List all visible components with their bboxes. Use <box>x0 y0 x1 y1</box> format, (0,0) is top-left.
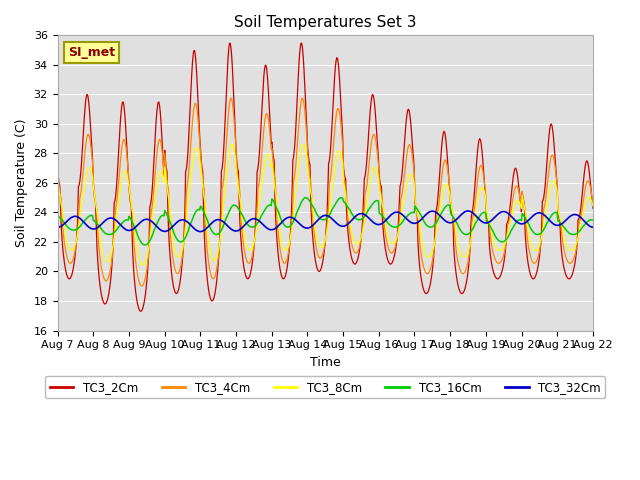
TC3_16Cm <box>202 214 209 219</box>
TC3_8Cm <box>300 141 307 147</box>
TC3_4Cm <box>227 95 235 101</box>
Line: TC3_16Cm: TC3_16Cm <box>58 198 593 245</box>
TC3_16Cm <box>54 213 61 219</box>
Legend: TC3_2Cm, TC3_4Cm, TC3_8Cm, TC3_16Cm, TC3_32Cm: TC3_2Cm, TC3_4Cm, TC3_8Cm, TC3_16Cm, TC3… <box>45 376 605 398</box>
TC3_2Cm <box>137 308 145 314</box>
Text: SI_met: SI_met <box>68 46 115 59</box>
TC3_8Cm <box>54 178 61 184</box>
TC3_2Cm <box>173 290 181 296</box>
TC3_2Cm <box>408 126 415 132</box>
TC3_4Cm <box>118 142 126 147</box>
TC3_16Cm <box>118 220 126 226</box>
Line: TC3_32Cm: TC3_32Cm <box>58 211 593 231</box>
TC3_32Cm <box>391 210 399 216</box>
TC3_4Cm <box>392 243 399 249</box>
TC3_4Cm <box>408 146 415 152</box>
TC3_32Cm <box>63 218 71 224</box>
TC3_32Cm <box>406 219 414 225</box>
TC3_8Cm <box>118 175 126 181</box>
TC3_32Cm <box>589 224 596 230</box>
TC3_4Cm <box>54 168 61 173</box>
TC3_8Cm <box>140 262 147 268</box>
TC3_32Cm <box>173 220 180 226</box>
TC3_16Cm <box>392 224 399 230</box>
TC3_8Cm <box>392 238 399 244</box>
TC3_2Cm <box>63 273 71 279</box>
TC3_8Cm <box>173 253 181 259</box>
TC3_2Cm <box>297 40 305 46</box>
TC3_16Cm <box>337 195 345 201</box>
TC3_16Cm <box>63 224 71 229</box>
TC3_32Cm <box>54 224 61 230</box>
TC3_32Cm <box>118 224 126 229</box>
Title: Soil Temperatures Set 3: Soil Temperatures Set 3 <box>234 15 417 30</box>
TC3_4Cm <box>63 255 71 261</box>
TC3_16Cm <box>589 217 596 223</box>
Line: TC3_2Cm: TC3_2Cm <box>58 43 593 311</box>
TC3_2Cm <box>202 258 209 264</box>
TC3_32Cm <box>202 226 209 232</box>
TC3_4Cm <box>138 283 145 289</box>
Line: TC3_4Cm: TC3_4Cm <box>58 98 593 286</box>
TC3_8Cm <box>63 240 71 246</box>
TC3_16Cm <box>408 210 415 216</box>
TC3_8Cm <box>589 203 596 209</box>
TC3_4Cm <box>589 201 596 207</box>
TC3_4Cm <box>202 228 209 234</box>
TC3_4Cm <box>173 271 181 276</box>
TC3_2Cm <box>54 166 61 171</box>
TC3_2Cm <box>392 247 399 252</box>
TC3_8Cm <box>202 210 209 216</box>
TC3_2Cm <box>589 205 596 211</box>
Line: TC3_8Cm: TC3_8Cm <box>58 144 593 265</box>
TC3_8Cm <box>408 171 415 177</box>
TC3_32Cm <box>464 208 472 214</box>
X-axis label: Time: Time <box>310 356 340 369</box>
TC3_16Cm <box>173 237 181 243</box>
TC3_16Cm <box>141 242 148 248</box>
TC3_2Cm <box>118 100 126 106</box>
Y-axis label: Soil Temperature (C): Soil Temperature (C) <box>15 119 28 247</box>
TC3_32Cm <box>196 228 204 234</box>
